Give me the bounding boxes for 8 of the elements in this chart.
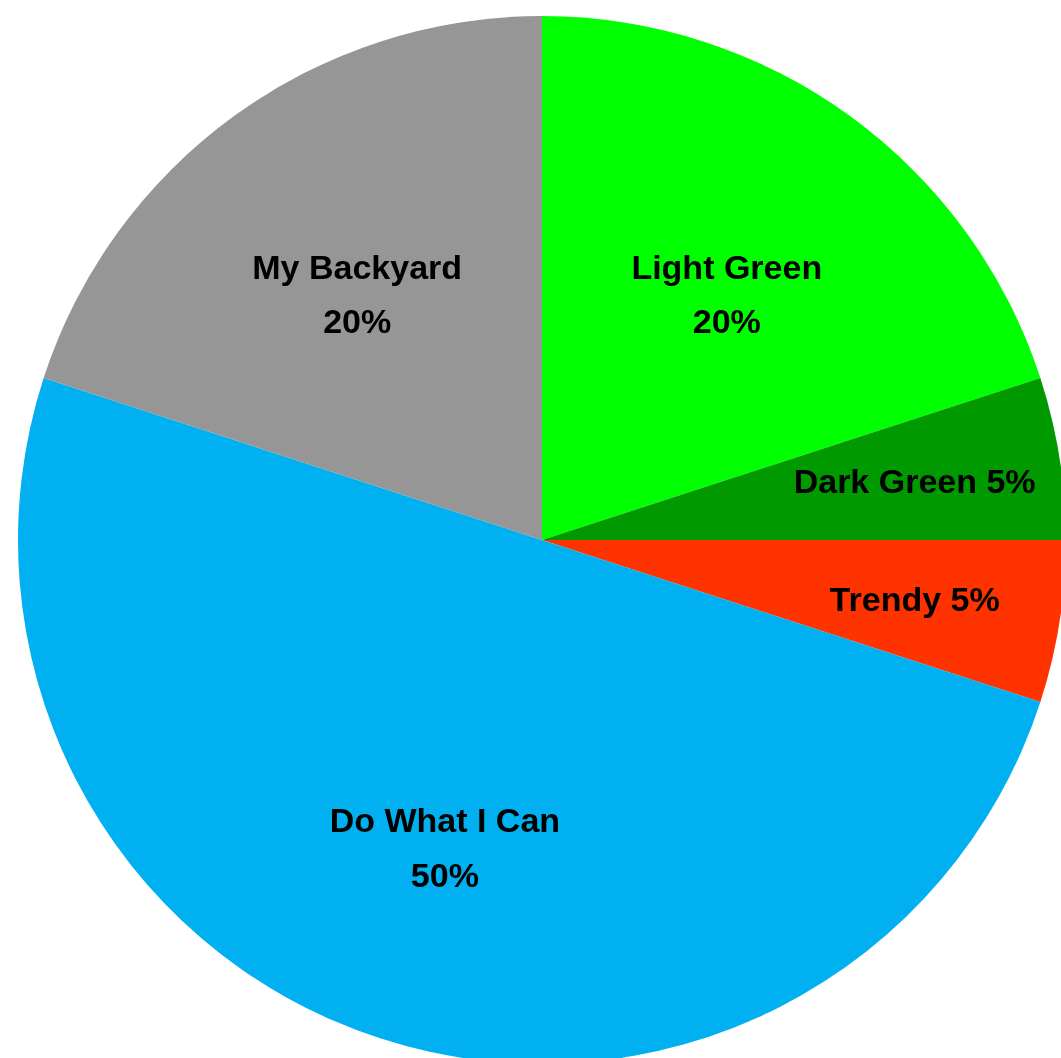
data-label: 50% bbox=[410, 855, 479, 894]
slice-label: Dark Green 5% bbox=[793, 461, 1036, 500]
slice-label: Light Green bbox=[631, 247, 823, 286]
slice-label: Trendy 5% bbox=[829, 580, 1000, 619]
slice-label: My Backyard bbox=[252, 247, 463, 286]
slice-label: Do What I Can bbox=[329, 801, 561, 840]
data-label: 20% bbox=[692, 302, 761, 341]
data-label: 20% bbox=[323, 302, 392, 341]
